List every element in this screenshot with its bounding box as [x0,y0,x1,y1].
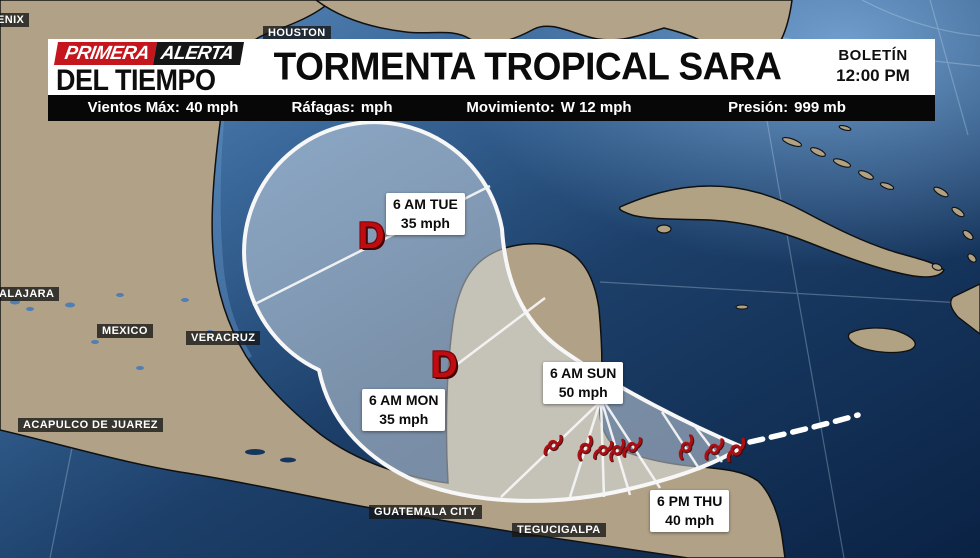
forecast-time: 6 AM MON [369,392,439,408]
storm-title: TORMENTA TROPICAL SARA [273,44,782,89]
city-label: HOUSTON [263,26,331,40]
tropical-depression-marker: D [358,215,385,256]
observed-track-dashed-line [747,412,861,445]
city-label: ENIX [0,13,30,27]
storm-stat: Vientos Máx: 40 mph [88,95,239,121]
storm-stat: Ráfagas: mph [291,95,392,121]
stat-value: 999 mb [794,99,846,116]
cayman-island [735,304,749,310]
bahamas-islands [781,124,977,271]
city-label: ALAJARA [0,287,60,301]
city-label: VERACRUZ [186,331,261,345]
storm-stat: Movimiento: W 12 mph [466,95,631,121]
stat-value: mph [360,99,393,116]
forecast-wind: 50 mph [558,384,608,400]
stat-label: Ráfagas: [291,99,355,116]
forecast-wind: 40 mph [665,512,715,528]
logo-bottom-row: DEL TIEMPO [56,63,216,97]
bulletin-label: BOLETÍN [838,47,908,64]
stat-label: Movimiento: [466,99,555,116]
bulletin-block: BOLETÍN 12:00 PM [817,46,929,86]
forecast-time: 6 AM SUN [550,365,617,381]
storm-stat: Presión: 999 mb [728,95,846,121]
forecast-point-label: 6 AM TUE 35 mph [386,193,465,235]
stat-label: Vientos Máx: [87,99,180,116]
logo-alerta-badge: ALERTA [153,42,245,65]
forecast-point-label: 6 AM SUN 50 mph [543,362,624,404]
stat-label: Presión: [728,99,789,116]
city-label: MEXICO [97,324,153,338]
isla-juventud [656,224,672,234]
forecast-point-label: 6 AM MON 35 mph [362,389,446,431]
tropical-depression-marker: D [431,344,458,385]
storm-stats-bar: Vientos Máx: 40 mph Ráfagas: mph Movimient… [48,95,935,121]
forecast-time: 6 AM TUE [393,196,458,212]
forecast-wind: 35 mph [379,411,429,427]
logo-primera-badge: PRIMERA [53,42,158,65]
stat-value: 40 mph [185,99,239,116]
forecast-time: 6 PM THU [657,493,723,509]
forecast-wind: 35 mph [400,215,450,231]
cuba-island [618,185,945,278]
logo-top-row: PRIMERA ALERTA [53,42,245,65]
city-label: TEGUCIGALPA [512,523,606,537]
header-banner: PRIMERA ALERTA DEL TIEMPO TORMENTA TROPI… [48,39,935,95]
forecast-point-label: 6 PM THU 40 mph [650,490,730,532]
city-label: ACAPULCO DE JUAREZ [18,418,163,432]
stat-value: W 12 mph [560,99,632,116]
jamaica-island [847,327,916,354]
hispaniola-island [950,283,980,335]
station-logo: PRIMERA ALERTA DEL TIEMPO [53,42,251,97]
bulletin-time: 12:00 PM [836,66,910,85]
city-label: GUATEMALA CITY [369,505,482,519]
